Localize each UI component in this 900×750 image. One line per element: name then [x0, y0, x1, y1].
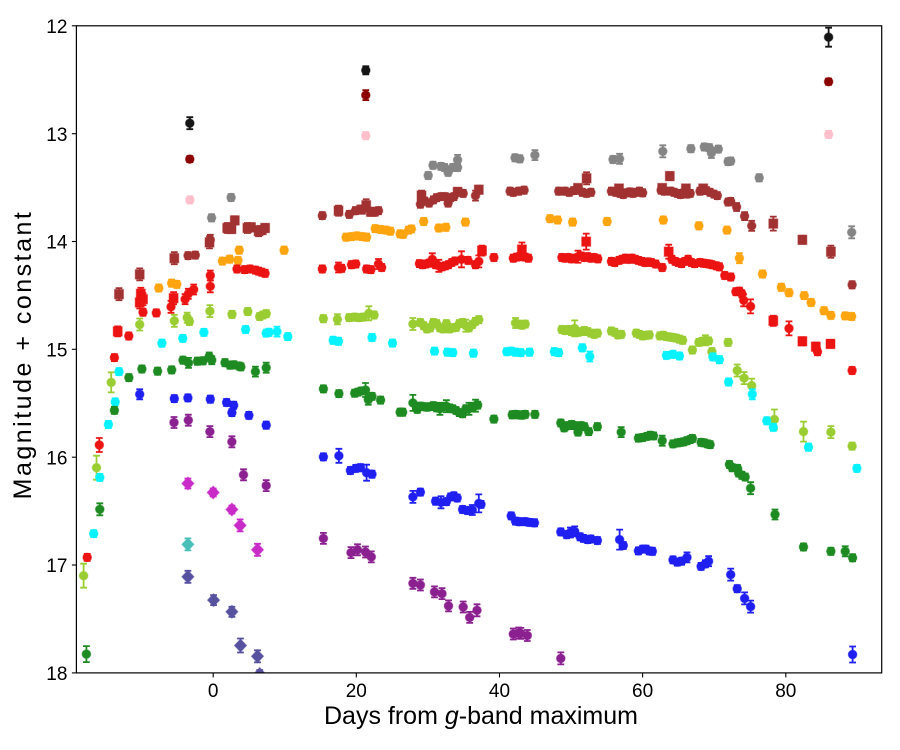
- svg-text:12: 12: [46, 17, 67, 38]
- svg-text:18: 18: [46, 664, 67, 685]
- svg-text:16: 16: [46, 448, 67, 469]
- svg-text:20: 20: [346, 681, 367, 702]
- svg-text:17: 17: [46, 556, 67, 577]
- svg-text:Magnitude + constant: Magnitude + constant: [9, 210, 37, 500]
- svg-text:80: 80: [775, 681, 796, 702]
- svg-text:60: 60: [632, 681, 653, 702]
- svg-text:13: 13: [46, 125, 67, 146]
- svg-text:Days from g-band maximum: Days from g-band maximum: [324, 702, 638, 730]
- svg-text:15: 15: [46, 341, 67, 362]
- svg-text:14: 14: [46, 233, 68, 254]
- svg-text:0: 0: [208, 681, 219, 702]
- svg-text:40: 40: [489, 681, 510, 702]
